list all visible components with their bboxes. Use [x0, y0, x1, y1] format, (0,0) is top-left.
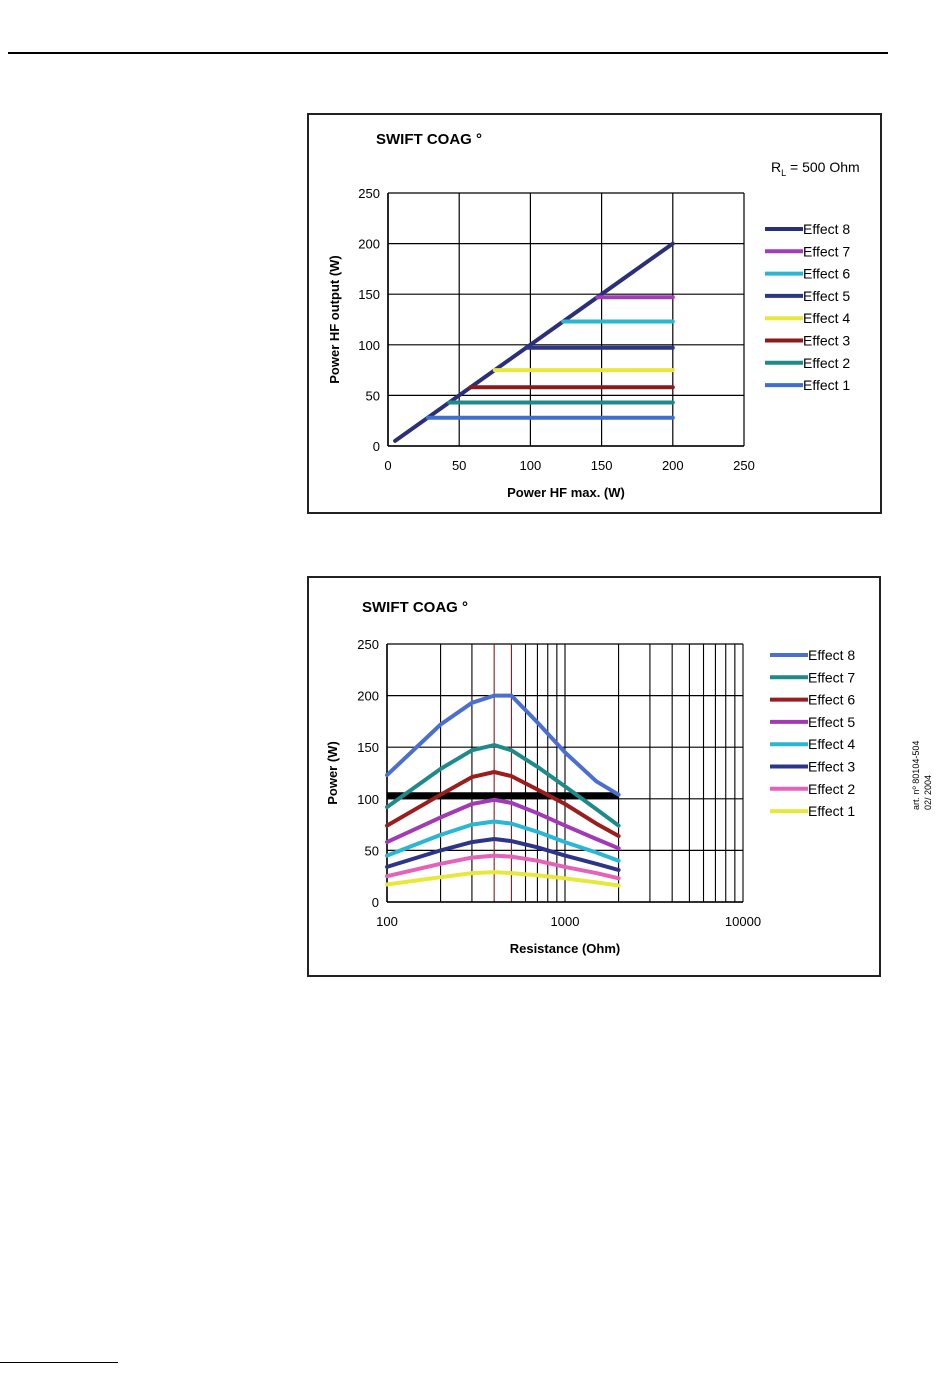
- legend-label: Effect 8: [808, 647, 855, 663]
- y-tick-label: 150: [357, 740, 379, 755]
- x-tick-label: 100: [376, 914, 398, 929]
- y-tick-label: 50: [365, 843, 379, 858]
- legend-label: Effect 2: [803, 355, 850, 371]
- y-axis-title: Power (W): [325, 741, 340, 805]
- legend-label: Effect 1: [808, 803, 855, 819]
- y-tick-label: 200: [357, 689, 379, 704]
- chart-1-panel: SWIFT COAG ° RL = 500 Ohm 0 50 100 150 200 25…: [307, 113, 882, 514]
- load-resistance-subscript: L: [781, 167, 787, 178]
- x-tick-label: 250: [733, 458, 755, 473]
- legend-label: Effect 5: [803, 288, 850, 304]
- chart-2-plot: 0 50 100 150 200 250 100 1000 10000 Resistance (O…: [325, 637, 855, 956]
- y-axis-title: Power HF output (W): [327, 255, 342, 384]
- series-line-3: [385, 837, 621, 872]
- legend-label: Effect 5: [808, 714, 855, 730]
- series-line-6: [385, 770, 621, 838]
- x-tick-label: 1000: [551, 914, 580, 929]
- article-number: art. nº 80104-504: [911, 740, 921, 810]
- edition-date: 02/ 2004: [923, 774, 933, 810]
- chart-1-title: SWIFT COAG °: [376, 131, 482, 148]
- bottom-rule: [0, 1362, 118, 1363]
- x-tick-label: 10000: [725, 914, 761, 929]
- series-line-8: [385, 693, 621, 797]
- x-axis-title: Resistance (Ohm): [510, 941, 621, 956]
- x-axis-title: Power HF max. (W): [507, 485, 625, 500]
- x-tick-label: 50: [452, 458, 466, 473]
- x-tick-label: 200: [662, 458, 684, 473]
- y-tick-label: 0: [373, 439, 380, 454]
- y-tick-label: 100: [357, 792, 379, 807]
- chart-1-plot: 0 50 100 150 200 250 0 50 100 150 200 250 Power HF m…: [327, 186, 850, 500]
- y-tick-label: 100: [358, 338, 380, 353]
- legend-label: Effect 3: [803, 333, 850, 349]
- article-number-note: art. nº 80104-504 02/ 2004: [910, 700, 940, 810]
- x-tick-label: 150: [591, 458, 613, 473]
- series-line-7: [385, 743, 621, 828]
- y-tick-label: 0: [372, 895, 379, 910]
- legend-label: Effect 6: [803, 266, 850, 282]
- legend-label: Effect 6: [808, 692, 855, 708]
- legend-label: Effect 4: [808, 736, 855, 752]
- top-rule: [8, 52, 888, 54]
- y-tick-label: 150: [358, 287, 380, 302]
- legend-label: Effect 1: [803, 377, 850, 393]
- series-line-4: [385, 819, 621, 863]
- series-line-2: [385, 853, 621, 881]
- load-resistance-value: = 500 Ohm: [786, 159, 860, 175]
- x-tick-label: 0: [384, 458, 391, 473]
- legend-label: Effect 4: [803, 310, 850, 326]
- y-tick-label: 250: [357, 637, 379, 652]
- y-tick-label: 200: [358, 237, 380, 252]
- y-tick-label: 250: [358, 186, 380, 201]
- legend-label: Effect 3: [808, 759, 855, 775]
- legend-label: Effect 7: [808, 669, 855, 685]
- chart-2-panel: SWIFT COAG ° 0 50 100 150 200 250 100 1000 10000…: [307, 576, 881, 977]
- load-resistance-symbol: R: [771, 159, 782, 175]
- legend-label: Effect 8: [803, 221, 850, 237]
- y-tick-label: 50: [366, 388, 380, 403]
- chart-2-title: SWIFT COAG °: [362, 599, 468, 616]
- series-line-8: [393, 241, 675, 443]
- series-line-5: [385, 797, 621, 851]
- load-resistance-note: RL = 500 Ohm: [771, 159, 860, 178]
- series-line-1: [385, 870, 621, 888]
- legend-label: Effect 2: [808, 781, 855, 797]
- x-tick-label: 100: [520, 458, 542, 473]
- legend-label: Effect 7: [803, 243, 850, 259]
